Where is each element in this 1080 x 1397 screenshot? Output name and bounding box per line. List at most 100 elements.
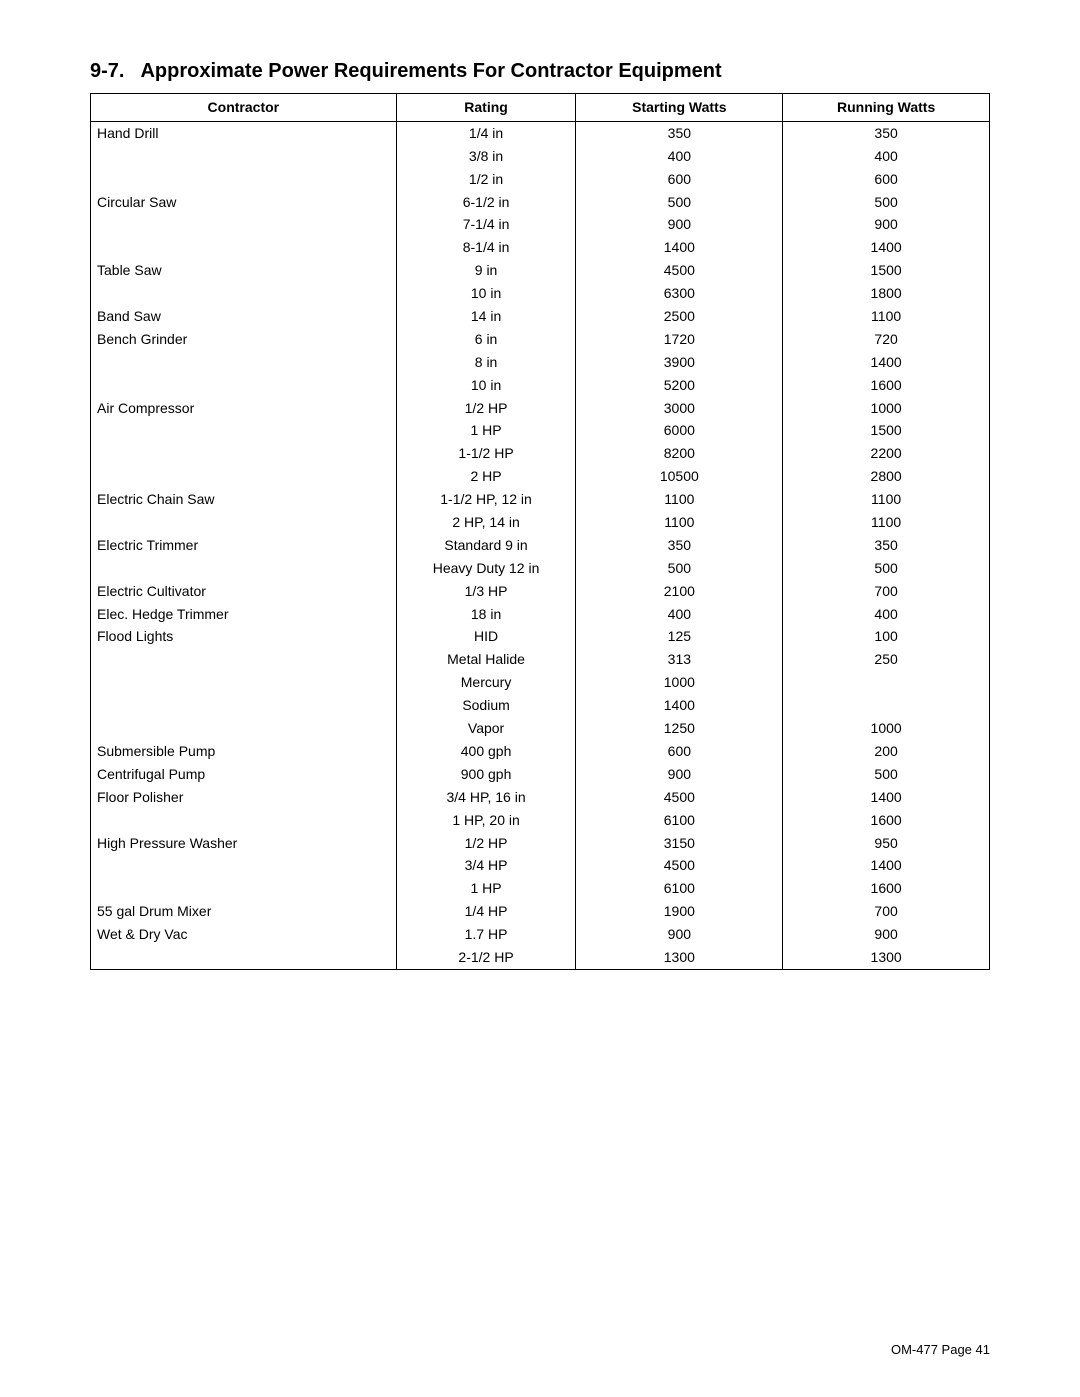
- cell-contractor: [91, 877, 397, 900]
- cell-rating: 1 HP, 20 in: [396, 809, 576, 832]
- cell-starting-watts: 4500: [576, 259, 783, 282]
- table-row: 2 HP, 14 in11001100: [91, 511, 990, 534]
- cell-running-watts: 1600: [783, 877, 990, 900]
- table-row: 1/2 in600600: [91, 168, 990, 191]
- table-row: Circular Saw6-1/2 in500500: [91, 191, 990, 214]
- cell-contractor: [91, 213, 397, 236]
- table-row: 2 HP105002800: [91, 465, 990, 488]
- cell-rating: Sodium: [396, 694, 576, 717]
- table-row: Flood LightsHID125100: [91, 625, 990, 648]
- cell-starting-watts: 2500: [576, 305, 783, 328]
- cell-contractor: 55 gal Drum Mixer: [91, 900, 397, 923]
- cell-running-watts: 400: [783, 603, 990, 626]
- cell-running-watts: 1400: [783, 786, 990, 809]
- cell-contractor: [91, 351, 397, 374]
- table-row: Electric Cultivator1/3 HP2100700: [91, 580, 990, 603]
- cell-rating: 8 in: [396, 351, 576, 374]
- cell-contractor: Flood Lights: [91, 625, 397, 648]
- cell-running-watts: [783, 671, 990, 694]
- cell-running-watts: 1500: [783, 259, 990, 282]
- table-body: Hand Drill1/4 in3503503/8 in4004001/2 in…: [91, 121, 990, 969]
- cell-contractor: [91, 511, 397, 534]
- page: 9-7.Approximate Power Requirements For C…: [0, 0, 1080, 1397]
- cell-contractor: [91, 282, 397, 305]
- table-row: Metal Halide313250: [91, 648, 990, 671]
- cell-contractor: [91, 236, 397, 259]
- cell-contractor: [91, 854, 397, 877]
- cell-running-watts: 1400: [783, 854, 990, 877]
- cell-rating: Heavy Duty 12 in: [396, 557, 576, 580]
- table-row: Table Saw9 in45001500: [91, 259, 990, 282]
- cell-starting-watts: 900: [576, 763, 783, 786]
- cell-starting-watts: 600: [576, 168, 783, 191]
- cell-starting-watts: 900: [576, 923, 783, 946]
- cell-contractor: [91, 694, 397, 717]
- cell-contractor: Electric Cultivator: [91, 580, 397, 603]
- col-starting-watts: Starting Watts: [576, 94, 783, 122]
- table-row: Bench Grinder6 in1720720: [91, 328, 990, 351]
- cell-contractor: [91, 465, 397, 488]
- col-running-watts: Running Watts: [783, 94, 990, 122]
- cell-rating: 2 HP, 14 in: [396, 511, 576, 534]
- table-row: 3/4 HP45001400: [91, 854, 990, 877]
- cell-starting-watts: 400: [576, 603, 783, 626]
- cell-contractor: Band Saw: [91, 305, 397, 328]
- cell-rating: Metal Halide: [396, 648, 576, 671]
- cell-contractor: [91, 671, 397, 694]
- table-row: 1 HP60001500: [91, 419, 990, 442]
- cell-rating: 1/3 HP: [396, 580, 576, 603]
- cell-starting-watts: 400: [576, 145, 783, 168]
- cell-starting-watts: 600: [576, 740, 783, 763]
- cell-running-watts: 1000: [783, 397, 990, 420]
- cell-starting-watts: 125: [576, 625, 783, 648]
- cell-running-watts: 1800: [783, 282, 990, 305]
- cell-contractor: Elec. Hedge Trimmer: [91, 603, 397, 626]
- cell-starting-watts: 1720: [576, 328, 783, 351]
- cell-running-watts: 2200: [783, 442, 990, 465]
- cell-rating: 10 in: [396, 282, 576, 305]
- cell-rating: 1-1/2 HP: [396, 442, 576, 465]
- cell-contractor: [91, 648, 397, 671]
- cell-rating: Vapor: [396, 717, 576, 740]
- cell-running-watts: 400: [783, 145, 990, 168]
- cell-starting-watts: 3900: [576, 351, 783, 374]
- cell-running-watts: 100: [783, 625, 990, 648]
- table-row: Centrifugal Pump900 gph900500: [91, 763, 990, 786]
- table-row: 8 in39001400: [91, 351, 990, 374]
- cell-running-watts: 1100: [783, 305, 990, 328]
- cell-starting-watts: 1100: [576, 488, 783, 511]
- cell-rating: 900 gph: [396, 763, 576, 786]
- table-row: 3/8 in400400: [91, 145, 990, 168]
- cell-contractor: [91, 717, 397, 740]
- cell-starting-watts: 6100: [576, 877, 783, 900]
- cell-rating: 1-1/2 HP, 12 in: [396, 488, 576, 511]
- cell-rating: 3/8 in: [396, 145, 576, 168]
- cell-running-watts: 1600: [783, 809, 990, 832]
- cell-running-watts: 1100: [783, 488, 990, 511]
- cell-starting-watts: 4500: [576, 854, 783, 877]
- cell-running-watts: 350: [783, 121, 990, 144]
- table-row: 1-1/2 HP82002200: [91, 442, 990, 465]
- cell-starting-watts: 1250: [576, 717, 783, 740]
- cell-starting-watts: 5200: [576, 374, 783, 397]
- cell-starting-watts: 1000: [576, 671, 783, 694]
- cell-starting-watts: 3000: [576, 397, 783, 420]
- table-row: Band Saw14 in25001100: [91, 305, 990, 328]
- cell-rating: 1/4 HP: [396, 900, 576, 923]
- cell-contractor: Submersible Pump: [91, 740, 397, 763]
- cell-contractor: Table Saw: [91, 259, 397, 282]
- cell-rating: 6 in: [396, 328, 576, 351]
- cell-rating: 6-1/2 in: [396, 191, 576, 214]
- cell-starting-watts: 900: [576, 213, 783, 236]
- cell-rating: 1.7 HP: [396, 923, 576, 946]
- cell-starting-watts: 1900: [576, 900, 783, 923]
- cell-rating: 1/2 HP: [396, 832, 576, 855]
- cell-rating: 18 in: [396, 603, 576, 626]
- section-heading: 9-7.Approximate Power Requirements For C…: [90, 60, 990, 83]
- table-row: Floor Polisher3/4 HP, 16 in45001400: [91, 786, 990, 809]
- table-header-row: Contractor Rating Starting Watts Running…: [91, 94, 990, 122]
- cell-starting-watts: 500: [576, 191, 783, 214]
- table-row: 1 HP61001600: [91, 877, 990, 900]
- section-title-text: Approximate Power Requirements For Contr…: [140, 60, 721, 82]
- cell-rating: 1 HP: [396, 419, 576, 442]
